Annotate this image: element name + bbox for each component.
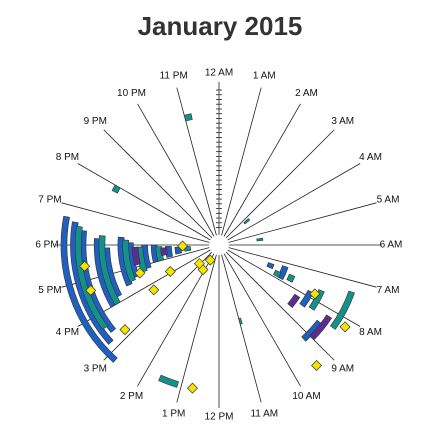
hour-label: 2 AM [295,88,318,99]
hour-label: 10 AM [292,391,320,402]
event-arc [238,317,243,325]
hour-label: 8 PM [56,152,79,163]
point-marker [186,382,198,394]
event-arc [287,293,301,308]
hour-label: 9 AM [331,363,354,374]
hour-label: 9 PM [84,116,107,127]
hour-label: 6 AM [380,240,403,251]
event-arc [308,289,325,311]
hour-label: 7 AM [377,285,400,296]
hour-label: 7 PM [38,194,61,205]
spoke [176,244,220,403]
hour-label: 11 AM [250,409,278,420]
spoke [218,244,335,361]
point-marker [309,288,321,300]
hour-label: 11 PM [160,71,188,82]
center-hole [209,235,229,255]
point-marker [85,284,97,296]
point-marker [339,321,351,333]
event-arc [131,246,141,266]
hour-label: 3 AM [331,116,354,127]
hour-label: 5 AM [377,194,400,205]
spoke [218,87,262,246]
event-arc [111,184,121,194]
event-arc [256,237,264,242]
event-arc [266,262,275,270]
hour-label: 5 PM [38,285,61,296]
spoke [61,202,220,246]
event-arc [330,290,355,330]
event-arc [98,235,121,306]
spoke [218,103,301,246]
spoke [218,244,361,327]
event-arc [158,374,179,388]
event-arc [122,239,136,283]
hour-label: 4 PM [56,327,79,338]
point-marker [134,267,146,279]
point-marker [204,254,216,266]
spoke [218,163,361,246]
event-arc [299,289,314,308]
hour-label: 1 AM [253,71,276,82]
point-marker [193,258,205,270]
hour-label: 12 AM [205,68,233,79]
spoke [176,87,220,246]
hour-label: 10 PM [117,88,146,99]
point-marker [311,359,323,371]
point-marker [164,265,176,277]
event-arc [160,247,168,256]
event-arc [309,314,333,341]
spoke [218,129,335,246]
spoke [103,129,220,246]
event-arc [286,273,296,283]
point-marker [79,260,91,272]
point-marker [148,284,160,296]
spoke [218,244,301,387]
event-arc [60,215,118,363]
hour-label: 8 AM [359,327,382,338]
hour-label: 4 AM [359,152,382,163]
event-arc [183,113,193,122]
hour-label: 3 PM [84,363,107,374]
hour-label: 12 PM [205,412,234,423]
spoke [77,163,220,246]
event-arc [272,269,282,278]
hour-label: 1 PM [162,409,185,420]
chart-title: January 2015 [138,11,303,41]
spoke [218,244,377,288]
spoke [218,202,377,246]
point-marker [119,324,131,336]
event-arc [243,218,251,225]
hour-label: 2 PM [120,391,143,402]
event-arc [74,225,108,330]
spoke [137,103,220,246]
hour-label: 6 PM [35,240,58,251]
point-marker [177,240,189,252]
